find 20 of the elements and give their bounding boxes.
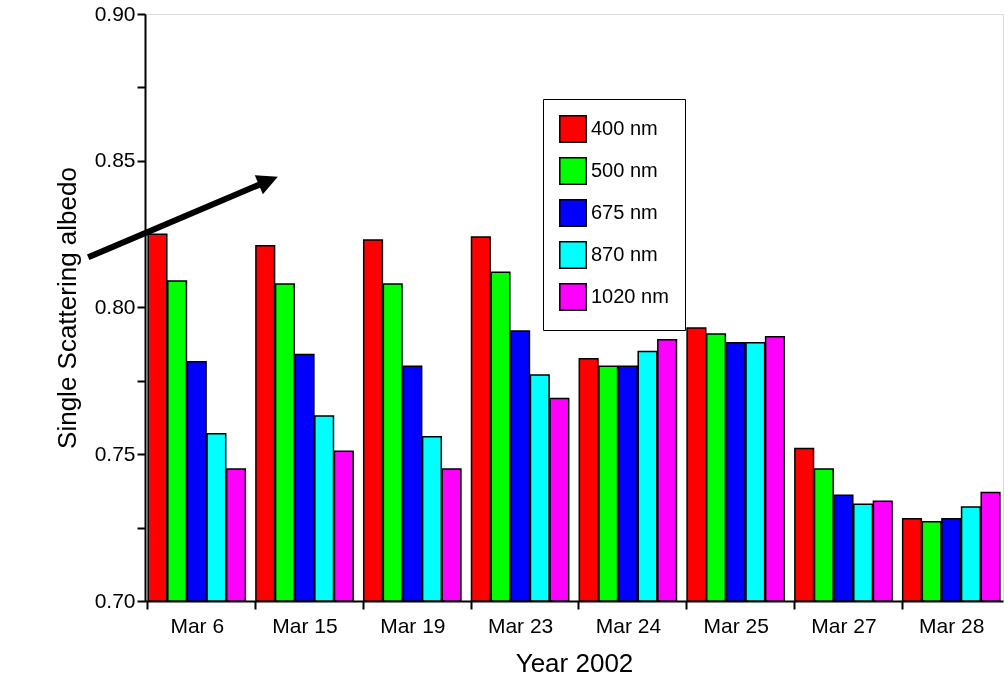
y-tick-label: 0.70 — [94, 588, 136, 612]
y-tick-label: 0.90 — [94, 1, 136, 25]
y-axis-title: Single Scattering albedo — [51, 167, 82, 449]
x-tick-label: Mar 15 — [272, 613, 338, 637]
legend-label: 675 nm — [591, 201, 658, 223]
y-tick-label: 0.80 — [94, 295, 136, 318]
legend-label: 500 nm — [591, 159, 658, 181]
x-tick-label: Mar 27 — [811, 613, 877, 637]
x-tick-label: Mar 24 — [595, 613, 662, 637]
legend-label: 870 nm — [591, 243, 658, 265]
x-tick-label: Mar 6 — [170, 613, 225, 637]
legend-label: 1020 nm — [591, 285, 669, 307]
x-tick-label: Mar 19 — [380, 613, 446, 637]
x-tick-label: Mar 23 — [487, 613, 554, 637]
x-tick-label: Mar 28 — [919, 613, 985, 637]
x-axis-title: Year 2002 — [515, 647, 634, 678]
legend-label: 400 nm — [591, 117, 658, 139]
x-tick-label: Mar 25 — [703, 613, 769, 637]
y-tick-label: 0.75 — [94, 441, 136, 465]
y-tick-label: 0.85 — [94, 148, 136, 172]
